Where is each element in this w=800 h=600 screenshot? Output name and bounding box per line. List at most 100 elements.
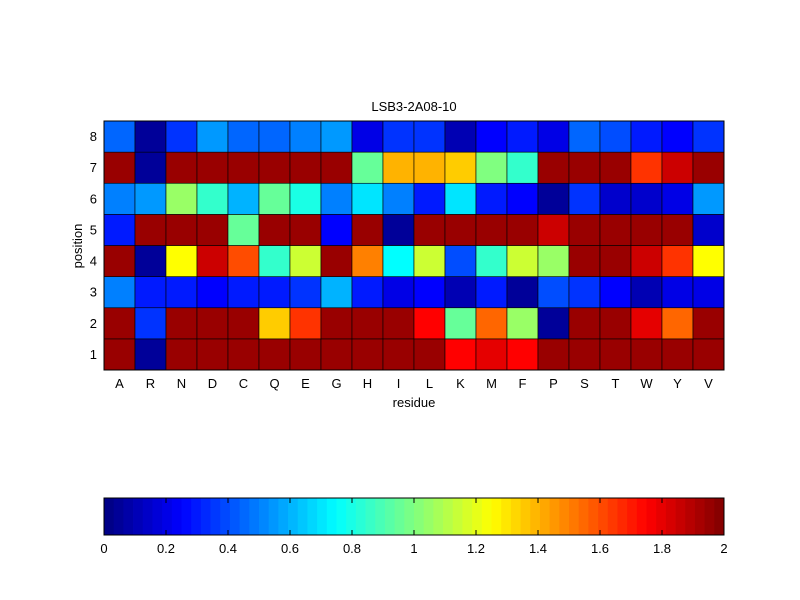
heatmap-cell xyxy=(258,276,291,309)
heatmap-cell xyxy=(599,120,632,153)
heatmap-cell xyxy=(568,120,601,153)
heatmap-cell xyxy=(475,182,508,215)
heatmap-cell xyxy=(258,214,291,246)
heatmap-cell xyxy=(413,120,446,153)
colorbar-segment xyxy=(355,498,366,535)
x-tick-label: T xyxy=(612,376,620,391)
heatmap-cell xyxy=(506,276,539,309)
heatmap-cell xyxy=(165,182,198,215)
heatmap-cell xyxy=(506,338,539,371)
heatmap-cell xyxy=(103,307,136,340)
y-tick-label: 7 xyxy=(90,160,97,175)
y-axis-label: position xyxy=(70,224,85,269)
heatmap-cell xyxy=(537,276,570,309)
colorbar-segment xyxy=(191,498,202,535)
heatmap-cell xyxy=(258,120,291,153)
colorbar-segment xyxy=(365,498,376,535)
heatmap-cell xyxy=(382,182,415,215)
heatmap-cell xyxy=(413,307,446,340)
heatmap-cell xyxy=(630,307,663,340)
heatmap-cell xyxy=(444,151,477,184)
y-tick-label: 3 xyxy=(90,285,97,300)
heatmap-cell xyxy=(103,214,136,246)
heatmap-cell xyxy=(568,214,601,246)
heatmap-cell xyxy=(196,276,229,309)
heatmap-cell xyxy=(475,151,508,184)
heatmap-cell xyxy=(320,151,353,184)
colorbar-tick-label: 1.4 xyxy=(529,541,547,556)
heatmap-cell xyxy=(382,245,415,277)
colorbar-tick-label: 0.2 xyxy=(157,541,175,556)
colorbar-segment xyxy=(394,498,405,535)
x-tick-label: W xyxy=(640,376,653,391)
colorbar-ticks: 0 0.2 0.4 0.6 0.8 1 1.2 1.4 1.6 1.8 2 xyxy=(100,498,728,556)
heatmap-cell xyxy=(382,338,415,371)
heatmap-cell xyxy=(599,276,632,309)
colorbar-segment xyxy=(491,498,502,535)
colorbar-segment xyxy=(268,498,279,535)
x-tick-label: L xyxy=(426,376,433,391)
heatmap-cell xyxy=(382,214,415,246)
heatmap-cell xyxy=(351,338,384,371)
colorbar-segment xyxy=(588,498,599,535)
heatmap-cell xyxy=(382,276,415,309)
heatmap-cell xyxy=(599,214,632,246)
heatmap-cell xyxy=(413,214,446,246)
heatmap-cell xyxy=(506,120,539,153)
colorbar-segment xyxy=(685,498,696,535)
heatmap-cell xyxy=(289,338,322,371)
heatmap-cell xyxy=(506,245,539,277)
heatmap-cell xyxy=(599,151,632,184)
heatmap-cell xyxy=(196,151,229,184)
heatmap-cell xyxy=(475,245,508,277)
colorbar-segment xyxy=(510,498,521,535)
x-tick-label: F xyxy=(519,376,527,391)
heatmap-cell xyxy=(196,182,229,215)
heatmap-cell xyxy=(661,120,694,153)
y-tick-label: 5 xyxy=(90,222,97,237)
heatmap-cell xyxy=(599,307,632,340)
heatmap-cell xyxy=(227,214,260,246)
heatmap-cell xyxy=(568,151,601,184)
heatmap-cell xyxy=(537,214,570,246)
x-tick-label: Y xyxy=(673,376,682,391)
heatmap-cell xyxy=(444,276,477,309)
x-tick-label: I xyxy=(397,376,401,391)
colorbar-segment xyxy=(617,498,628,535)
colorbar-tick-label: 1 xyxy=(410,541,417,556)
colorbar-segment xyxy=(229,498,241,535)
heatmap-cell xyxy=(537,151,570,184)
heatmap-cell xyxy=(165,245,198,277)
x-tick-label: K xyxy=(456,376,465,391)
colorbar-segment xyxy=(675,498,686,535)
heatmap-cell xyxy=(475,120,508,153)
heatmap-cell xyxy=(289,245,322,277)
colorbar-segment xyxy=(171,498,182,535)
heatmap-cell xyxy=(351,182,384,215)
heatmap-cell xyxy=(382,151,415,184)
heatmap-cell xyxy=(196,120,229,153)
heatmap-cell xyxy=(444,214,477,246)
x-tick-label: Q xyxy=(269,376,279,391)
colorbar-tick-label: 0.4 xyxy=(219,541,237,556)
heatmap-cell xyxy=(568,245,601,277)
heatmap-cell xyxy=(165,214,198,246)
heatmap-cell xyxy=(506,214,539,246)
colorbar-segment xyxy=(200,498,211,535)
colorbar-segment xyxy=(307,498,318,535)
heatmap-cell xyxy=(692,151,725,184)
heatmap-cell xyxy=(630,338,663,371)
colorbar-segment xyxy=(104,498,115,535)
x-tick-label: G xyxy=(331,376,341,391)
heatmap-cell xyxy=(165,120,198,153)
colorbar-tick-label: 1.8 xyxy=(653,541,671,556)
colorbar-segment xyxy=(607,498,618,535)
heatmap-cell xyxy=(506,151,539,184)
heatmap-cell xyxy=(413,338,446,371)
heatmap-cell xyxy=(227,120,260,153)
heatmap-cell xyxy=(258,245,291,277)
heatmap-cell xyxy=(692,182,725,215)
heatmap-cell xyxy=(661,307,694,340)
x-tick-label: R xyxy=(146,376,155,391)
